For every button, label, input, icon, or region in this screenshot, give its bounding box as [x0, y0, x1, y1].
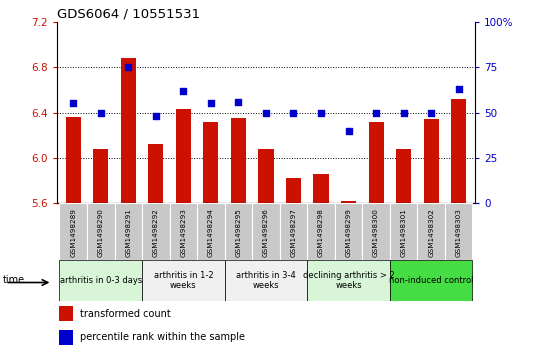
Bar	[225, 260, 307, 301]
Bar	[423, 119, 438, 203]
Bar	[445, 203, 472, 260]
Bar	[121, 58, 136, 203]
Text: GDS6064 / 10551531: GDS6064 / 10551531	[57, 8, 200, 21]
Bar	[451, 99, 466, 203]
Text: GSM1498301: GSM1498301	[401, 208, 407, 257]
Text: GSM1498300: GSM1498300	[373, 208, 379, 257]
Text: GSM1498303: GSM1498303	[456, 208, 462, 257]
Bar	[396, 149, 411, 203]
Point	[234, 99, 243, 105]
Text: GSM1498295: GSM1498295	[235, 208, 241, 257]
Bar	[176, 109, 191, 203]
Bar	[335, 203, 362, 260]
Bar	[114, 203, 142, 260]
Point	[399, 110, 408, 115]
Text: GSM1498293: GSM1498293	[180, 208, 186, 257]
Bar	[368, 122, 383, 203]
Bar	[417, 203, 445, 260]
Bar	[307, 203, 335, 260]
Bar	[66, 117, 81, 203]
Bar	[59, 260, 142, 301]
Text: GSM1498296: GSM1498296	[263, 208, 269, 257]
Bar	[204, 122, 219, 203]
Bar	[307, 260, 390, 301]
Text: GSM1498299: GSM1498299	[346, 208, 352, 257]
Point	[289, 110, 298, 115]
Point	[179, 88, 188, 94]
Point	[454, 86, 463, 92]
Point	[316, 110, 325, 115]
Text: GSM1498291: GSM1498291	[125, 208, 131, 257]
Point	[97, 110, 105, 115]
Bar	[286, 178, 301, 203]
Bar	[87, 203, 114, 260]
Text: transformed count: transformed count	[80, 309, 171, 319]
Point	[427, 110, 435, 115]
Text: arthritis in 1-2
weeks: arthritis in 1-2 weeks	[153, 271, 213, 290]
Text: GSM1498298: GSM1498298	[318, 208, 324, 257]
Point	[207, 101, 215, 106]
Text: time: time	[3, 276, 25, 285]
Bar	[93, 149, 109, 203]
Text: GSM1498290: GSM1498290	[98, 208, 104, 257]
Bar	[313, 174, 328, 203]
Text: declining arthritis > 2
weeks: declining arthritis > 2 weeks	[303, 271, 394, 290]
Bar	[390, 260, 472, 301]
Point	[344, 128, 353, 134]
Bar	[280, 203, 307, 260]
Text: GSM1498292: GSM1498292	[153, 208, 159, 257]
Bar	[148, 144, 164, 203]
Text: percentile rank within the sample: percentile rank within the sample	[80, 332, 245, 342]
Point	[261, 110, 270, 115]
Bar	[59, 330, 73, 345]
Text: GSM1498294: GSM1498294	[208, 208, 214, 257]
Bar	[59, 306, 73, 321]
Bar	[231, 118, 246, 203]
Text: non-induced control: non-induced control	[389, 276, 474, 285]
Bar	[362, 203, 390, 260]
Bar	[142, 203, 170, 260]
Text: GSM1498297: GSM1498297	[291, 208, 296, 257]
Point	[69, 101, 78, 106]
Bar	[225, 203, 252, 260]
Text: arthritis in 0-3 days: arthritis in 0-3 days	[59, 276, 142, 285]
Bar	[197, 203, 225, 260]
Bar	[59, 203, 87, 260]
Text: GSM1498289: GSM1498289	[70, 208, 76, 257]
Text: GSM1498302: GSM1498302	[428, 208, 434, 257]
Bar	[142, 260, 225, 301]
Bar	[252, 203, 280, 260]
Bar	[390, 203, 417, 260]
Point	[372, 110, 380, 115]
Point	[152, 113, 160, 119]
Bar	[170, 203, 197, 260]
Point	[124, 64, 133, 70]
Bar	[341, 201, 356, 203]
Bar	[258, 149, 274, 203]
Text: arthritis in 3-4
weeks: arthritis in 3-4 weeks	[236, 271, 296, 290]
